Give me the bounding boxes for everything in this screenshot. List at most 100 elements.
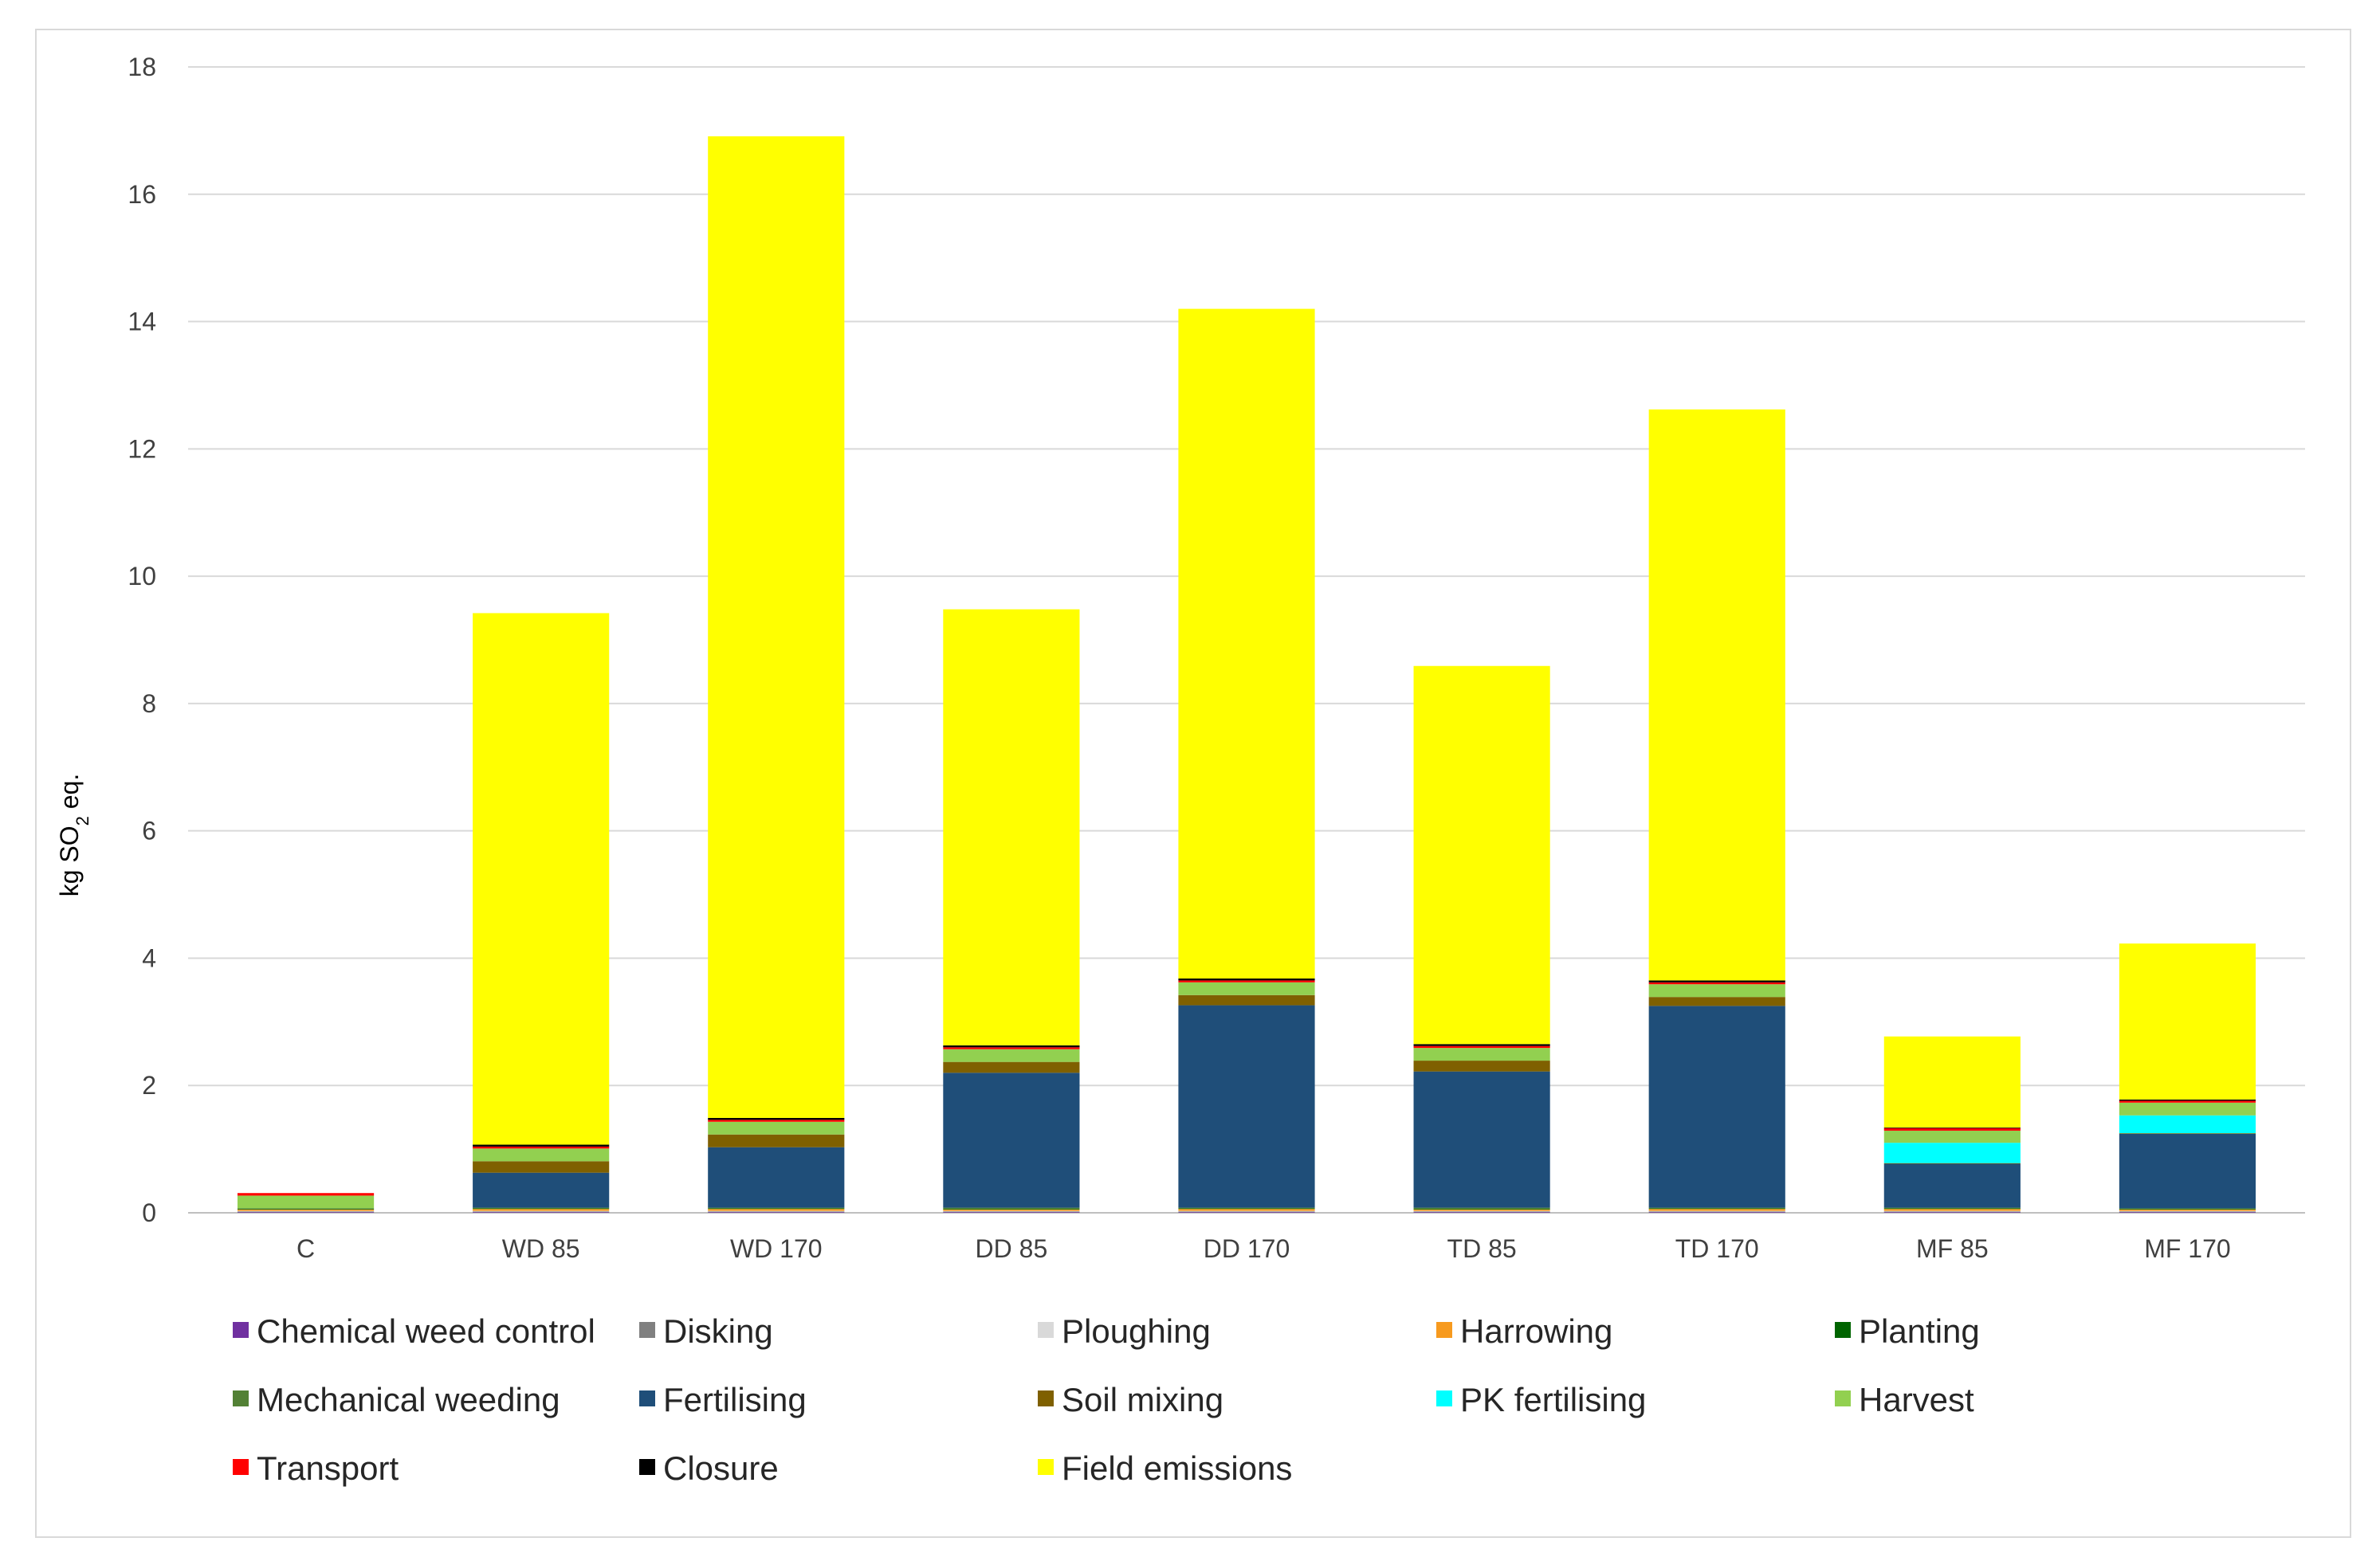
bar-segment [1178,979,1315,981]
legend-swatch [639,1459,655,1475]
bar-segment [1883,1211,2021,1213]
x-tick-label: MF 85 [1916,1234,1989,1263]
y-tick-label: 18 [128,53,156,81]
legend-swatch [1038,1459,1054,1475]
bar-segment [1883,1163,2021,1208]
bar-segment [1413,1048,1550,1061]
x-tick-label: TD 170 [1675,1234,1759,1263]
legend-swatch [1835,1390,1851,1406]
legend-swatch [233,1322,249,1338]
legend-label: Ploughing [1062,1312,1211,1350]
bar-segment [1413,1061,1550,1072]
legend-label: Harvest [1859,1381,1974,1418]
bar-segment [1413,1045,1550,1049]
bar-segment [237,1211,375,1213]
bar-segment [708,1209,845,1211]
bar-segment [1648,1210,1785,1212]
legend-label: Transport [257,1449,399,1487]
bar-segment [2119,1211,2256,1213]
bar-segment [943,1209,1080,1210]
bar-segment [473,1212,610,1213]
bar-segment [1883,1207,2021,1209]
bar-segment [473,1208,610,1210]
bar-segment [708,1211,845,1213]
x-tick-label: WD 170 [730,1234,823,1263]
bar-segment [1178,1212,1315,1213]
x-tick-label: WD 85 [502,1234,580,1263]
legend-label: Mechanical weeding [257,1381,560,1418]
legend-swatch [639,1322,655,1338]
bar-segment [1413,1212,1550,1213]
legend-label: Field emissions [1062,1449,1292,1487]
bar-segment [2119,1212,2256,1213]
y-axis-ticks: 0 2 4 6 8 10 12 14 16 18 [128,53,156,1227]
x-tick-label: C [297,1234,315,1263]
bar-segment [943,1207,1080,1210]
x-tick-label: DD 85 [976,1234,1048,1263]
bars [237,136,2256,1213]
bar-segment [1883,1210,2021,1212]
bar-segment [708,1147,845,1208]
bar-segment [1648,1207,1785,1209]
bar-segment [1648,982,1785,985]
bar-segment [1648,984,1785,998]
bar-segment [1883,1208,2021,1210]
bar-segment [1648,980,1785,983]
x-tick-label: TD 85 [1447,1234,1517,1263]
bar-segment [1413,1207,1550,1210]
bar-segment [1178,1207,1315,1209]
bar-segment [708,1120,845,1122]
bar-segment [943,1073,1080,1208]
bar-segment [2119,1102,2256,1116]
bar-segment [1883,1130,2021,1143]
y-tick-label: 6 [142,817,156,845]
bar-segment [943,1210,1080,1211]
bar-segment [943,1047,1080,1049]
bar-segment [1413,1071,1550,1208]
legend-label: Harrowing [1460,1312,1612,1350]
bar-segment [1648,997,1785,1006]
legend-swatch [1038,1390,1054,1406]
bar-segment [1883,1212,2021,1213]
bar-segment [1413,1209,1550,1210]
bar-segment [1413,665,1550,1045]
bar-segment [473,613,610,1145]
bar-segment [943,1211,1080,1213]
legend-swatch [233,1390,249,1406]
bar-segment [1883,1143,2021,1163]
bar-segment [1178,308,1315,979]
bar-segment [473,1146,610,1149]
bar-segment [1178,1211,1315,1213]
y-tick-label: 4 [142,943,156,972]
bar-segment [2119,1210,2256,1211]
bar-segment [1178,982,1315,995]
bar-segment [1413,1210,1550,1212]
bar-segment [943,1212,1080,1213]
legend-swatch [1038,1322,1054,1338]
bar-segment [1178,1005,1315,1208]
legend-label: Disking [663,1312,773,1350]
legend-label: Chemical weed control [257,1312,595,1350]
y-axis-title: kg SO2 eq. [55,774,92,897]
bar-segment [2119,1133,2256,1134]
bar-segment [708,1121,845,1135]
legend-label: Soil mixing [1062,1381,1223,1418]
bar-segment [1648,1212,1785,1213]
bar-segment [473,1148,610,1162]
bar-segment [943,1210,1080,1212]
bar-segment [237,1210,375,1211]
bar-segment [1178,1210,1315,1212]
bar-segment [473,1210,610,1212]
bar-segment [1648,1209,1785,1211]
bar-segment [1648,1006,1785,1208]
bar-segment [1413,1211,1550,1213]
bar-segment [943,1045,1080,1048]
legend-swatch [1436,1322,1452,1338]
legend-swatch [1436,1390,1452,1406]
bar-segment [708,1210,845,1212]
stacked-bar-chart: 0 2 4 6 8 10 12 14 16 18 C WD 85 WD 170 DD 85 DD 170 T… [55,53,2305,1487]
bar-segment [237,1212,375,1213]
bar-segment [1648,1211,1785,1213]
chart-frame: 0 2 4 6 8 10 12 14 16 18 C WD 85 WD 170 DD 85 DD 170 T… [35,29,2351,1538]
bar-segment [708,1208,845,1210]
